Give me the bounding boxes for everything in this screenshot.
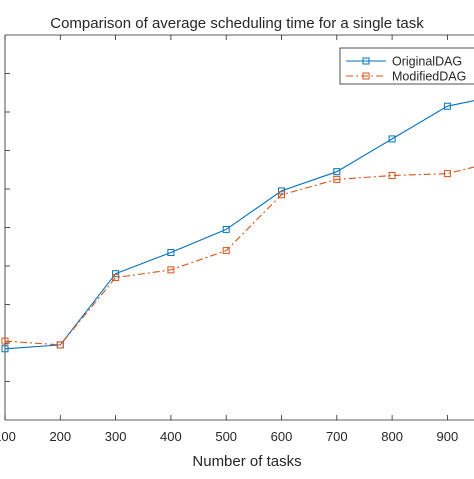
x-tick-label: 800: [381, 429, 403, 444]
x-tick-label: 100: [0, 429, 16, 444]
data-point: [278, 191, 285, 199]
data-point: [112, 274, 120, 282]
series-OriginalDAG: [1, 100, 474, 353]
data-point: [222, 225, 230, 233]
series-ModifiedDAG: [1, 166, 474, 349]
x-tick-label: 400: [160, 429, 182, 444]
data-point: [112, 270, 120, 278]
data-point: [167, 249, 175, 257]
legend-box: [339, 47, 474, 85]
legend-marker: [362, 57, 370, 65]
series-line: [4, 166, 474, 346]
data-point: [56, 341, 64, 349]
data-point: [222, 247, 230, 255]
data-point: [388, 135, 396, 143]
data-point: [333, 175, 341, 183]
x-tick-label: 500: [215, 429, 237, 444]
data-point: [278, 187, 285, 195]
x-tick-label: 700: [326, 429, 348, 444]
plot-area: [5, 35, 474, 420]
data-point: [443, 102, 451, 110]
axes-group: [4, 34, 474, 421]
legend-marker: [362, 72, 370, 80]
series-line: [4, 100, 474, 350]
chart-title: Comparison of average scheduling time fo…: [50, 15, 424, 32]
data-point: [333, 168, 341, 176]
legend-label: ModifiedDAG: [392, 70, 466, 84]
x-axis-label: Number of tasks: [192, 453, 301, 470]
x-tick-label: 600: [271, 429, 293, 444]
x-tick-label: 900: [437, 429, 459, 444]
x-tick-labels: 100 200 300 400 500 600 700 800 900: [0, 429, 458, 444]
series-layer: [1, 100, 474, 353]
data-point: [167, 266, 175, 274]
x-tick-label: 200: [49, 429, 71, 444]
x-tick-label: 300: [105, 429, 127, 444]
data-point: [388, 172, 396, 180]
data-point: [443, 170, 451, 178]
data-point: [1, 345, 9, 353]
data-point: [1, 337, 9, 345]
legend-label: OriginalDAG: [392, 55, 462, 69]
